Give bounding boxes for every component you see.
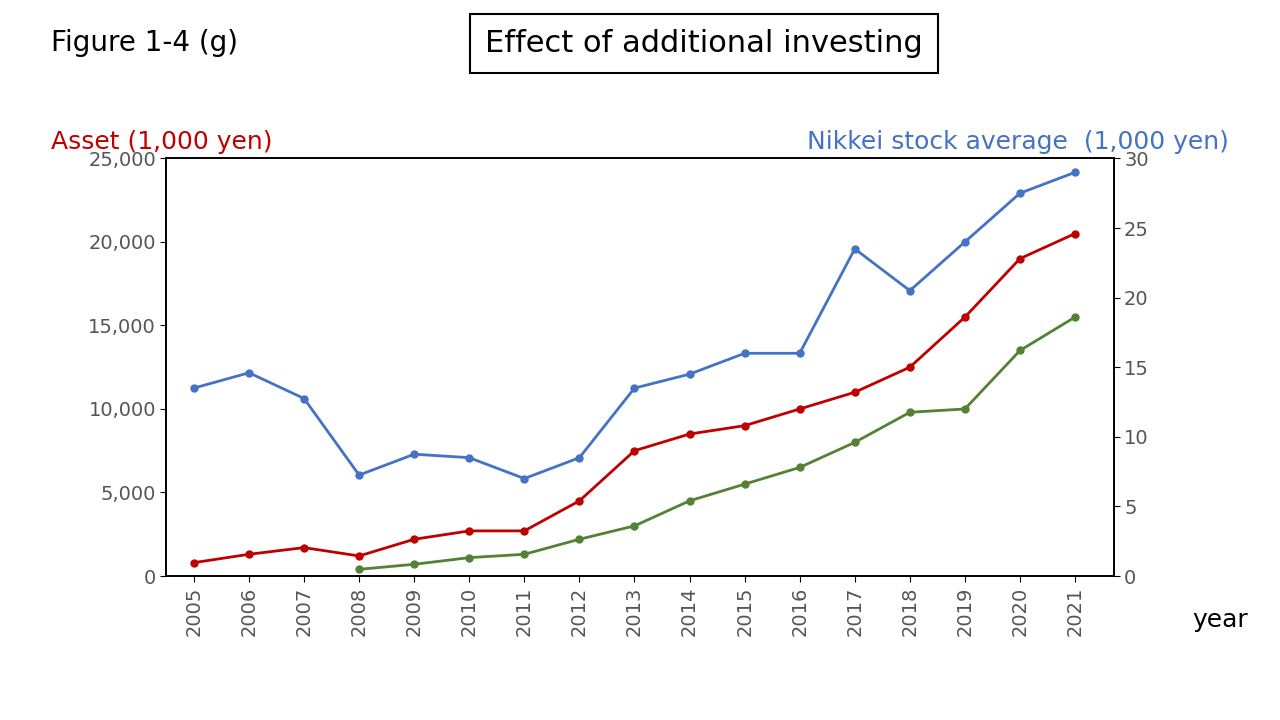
Text: Effect of additional investing: Effect of additional investing: [485, 29, 923, 58]
Text: Asset (1,000 yen): Asset (1,000 yen): [51, 130, 273, 153]
Text: Nikkei stock average  (1,000 yen): Nikkei stock average (1,000 yen): [806, 130, 1229, 153]
Text: Figure 1-4 (g): Figure 1-4 (g): [51, 29, 238, 57]
Text: year: year: [1192, 608, 1248, 632]
